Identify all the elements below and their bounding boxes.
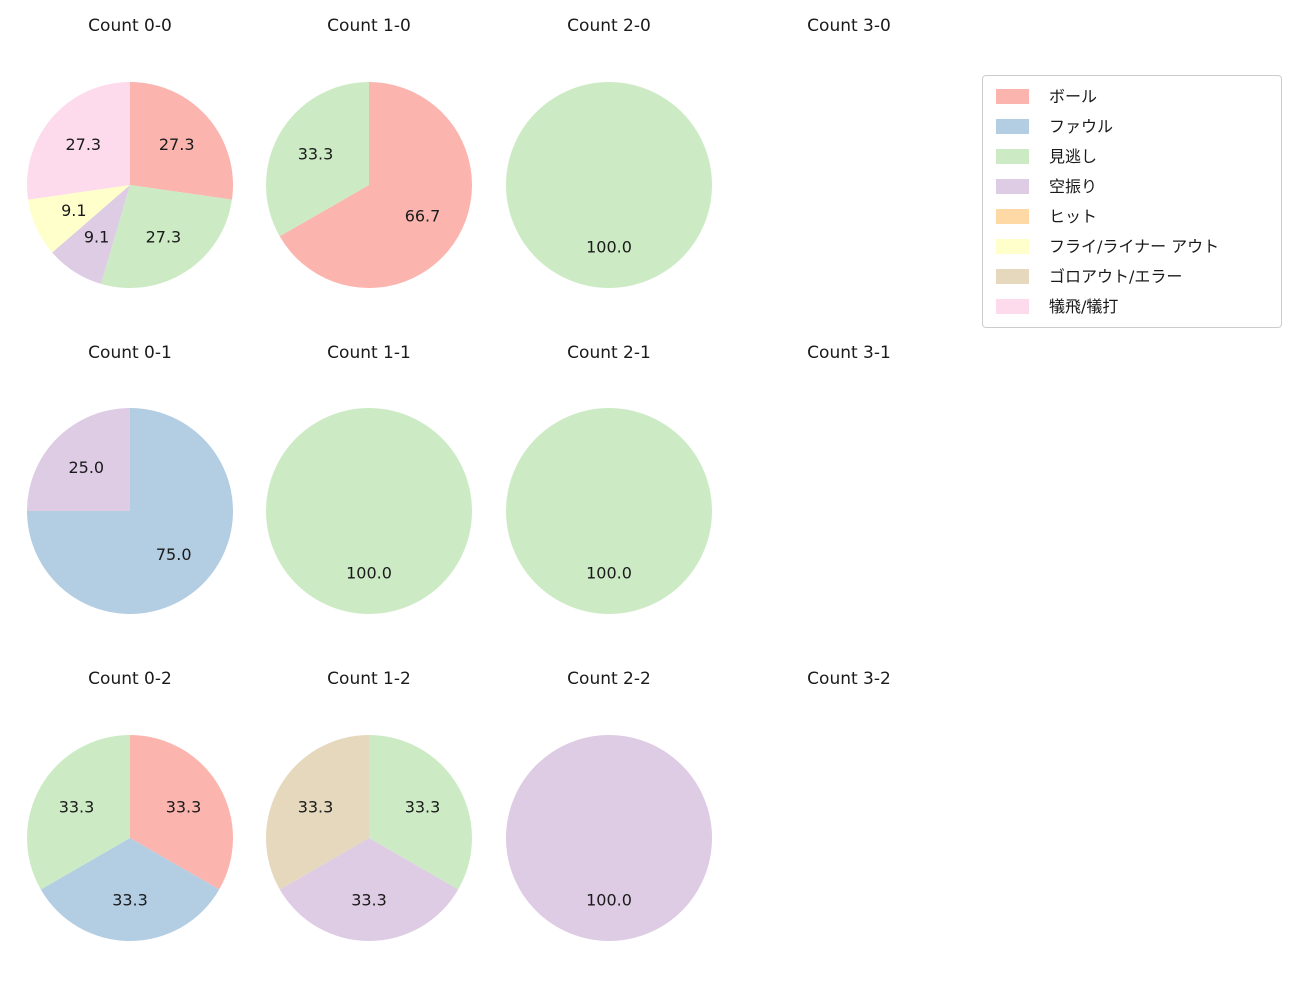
slice-percent-label: 33.3 bbox=[298, 798, 334, 817]
legend-item: ゴロアウト/エラー bbox=[996, 265, 1268, 288]
pie-chart: 27.3 27.3 9.1 9.1 27.3 bbox=[27, 82, 233, 288]
legend-item: フライ/ライナー アウト bbox=[996, 235, 1268, 258]
chart-title: Count 2-1 bbox=[567, 343, 651, 363]
pie-slice bbox=[100, 185, 232, 288]
legend-item: 空振り bbox=[996, 175, 1268, 198]
chart-title: Count 0-2 bbox=[88, 669, 172, 689]
pie-chart: 33.3 33.3 33.3 bbox=[266, 735, 472, 941]
slice-percent-label: 100.0 bbox=[586, 890, 632, 909]
pie-slice bbox=[506, 735, 712, 941]
chart-title: Count 3-1 bbox=[807, 343, 891, 363]
slice-percent-label: 27.3 bbox=[65, 135, 101, 154]
legend-swatch bbox=[996, 299, 1029, 314]
chart-title: Count 1-0 bbox=[327, 16, 411, 36]
slice-percent-label: 25.0 bbox=[68, 458, 104, 477]
legend: ボールファウル見逃し空振りヒットフライ/ライナー アウト ゴロアウト/エラー 犠飛/… bbox=[982, 75, 1282, 328]
pie-chart: 100.0 bbox=[506, 735, 712, 941]
chart-title: Count 3-2 bbox=[807, 669, 891, 689]
slice-percent-label: 33.3 bbox=[298, 145, 334, 164]
legend-label: ボール bbox=[1049, 87, 1098, 106]
pie-chart: 100.0 bbox=[506, 408, 712, 614]
pie-chart: 75.0 25.0 bbox=[27, 408, 233, 614]
legend-item: ヒット bbox=[996, 205, 1268, 228]
slice-percent-label: 66.7 bbox=[405, 207, 441, 226]
legend-item: ボール bbox=[996, 85, 1268, 108]
legend-label: フライ/ライナー アウト bbox=[1049, 237, 1220, 256]
chart-title: Count 0-0 bbox=[88, 16, 172, 36]
slice-percent-label: 100.0 bbox=[346, 563, 392, 582]
legend-label: ゴロアウト/エラー bbox=[1049, 267, 1183, 286]
chart-title: Count 2-0 bbox=[567, 16, 651, 36]
legend-swatch bbox=[996, 239, 1029, 254]
pie-slice bbox=[506, 82, 712, 288]
legend-label: ファウル bbox=[1049, 117, 1114, 136]
slice-percent-label: 9.1 bbox=[61, 201, 86, 220]
pie-chart: 100.0 bbox=[266, 408, 472, 614]
slice-percent-label: 27.3 bbox=[159, 135, 195, 154]
legend-item: 見逃し bbox=[996, 145, 1268, 168]
pie-slice bbox=[506, 408, 712, 614]
slice-percent-label: 33.3 bbox=[405, 798, 441, 817]
pie-chart: 33.3 33.3 33.3 bbox=[27, 735, 233, 941]
pie-slice bbox=[279, 82, 472, 288]
legend-item: ファウル bbox=[996, 115, 1268, 138]
pie-slice bbox=[130, 82, 233, 200]
legend-label: 空振り bbox=[1049, 177, 1098, 196]
chart-title: Count 2-2 bbox=[567, 669, 651, 689]
slice-percent-label: 9.1 bbox=[84, 228, 109, 247]
legend-swatch bbox=[996, 209, 1029, 224]
slice-percent-label: 27.3 bbox=[146, 228, 182, 247]
pie-slice bbox=[266, 408, 472, 614]
pie-slice bbox=[27, 408, 130, 511]
slice-percent-label: 75.0 bbox=[156, 545, 192, 564]
slice-percent-label: 33.3 bbox=[59, 798, 95, 817]
legend-swatch bbox=[996, 179, 1029, 194]
chart-title: Count 0-1 bbox=[88, 343, 172, 363]
slice-percent-label: 100.0 bbox=[586, 563, 632, 582]
pie-slice bbox=[130, 735, 233, 890]
chart-title: Count 1-1 bbox=[327, 343, 411, 363]
pie-slice bbox=[40, 838, 220, 941]
pie-chart: 100.0 bbox=[506, 82, 712, 288]
pie-slice bbox=[52, 185, 130, 284]
legend-label: 見逃し bbox=[1049, 147, 1098, 166]
slice-percent-label: 33.3 bbox=[351, 890, 387, 909]
legend-label: 犠飛/犠打 bbox=[1049, 297, 1119, 316]
slice-percent-label: 33.3 bbox=[112, 890, 148, 909]
legend-swatch bbox=[996, 119, 1029, 134]
legend-label: ヒット bbox=[1049, 207, 1098, 226]
pie-slice bbox=[266, 735, 369, 890]
chart-title: Count 3-0 bbox=[807, 16, 891, 36]
pie-slice bbox=[27, 82, 130, 200]
slice-percent-label: 100.0 bbox=[586, 237, 632, 256]
chart-title: Count 1-2 bbox=[327, 669, 411, 689]
pie-chart: 66.7 33.3 bbox=[266, 82, 472, 288]
legend-swatch bbox=[996, 269, 1029, 284]
pie-slice bbox=[266, 82, 369, 237]
slice-percent-label: 33.3 bbox=[166, 798, 202, 817]
legend-swatch bbox=[996, 149, 1029, 164]
legend-swatch bbox=[996, 89, 1029, 104]
pie-slice bbox=[279, 838, 459, 941]
legend-item: 犠飛/犠打 bbox=[996, 295, 1268, 318]
pie-slice bbox=[27, 735, 130, 890]
pie-slice bbox=[28, 185, 130, 253]
pie-slice bbox=[369, 735, 472, 890]
